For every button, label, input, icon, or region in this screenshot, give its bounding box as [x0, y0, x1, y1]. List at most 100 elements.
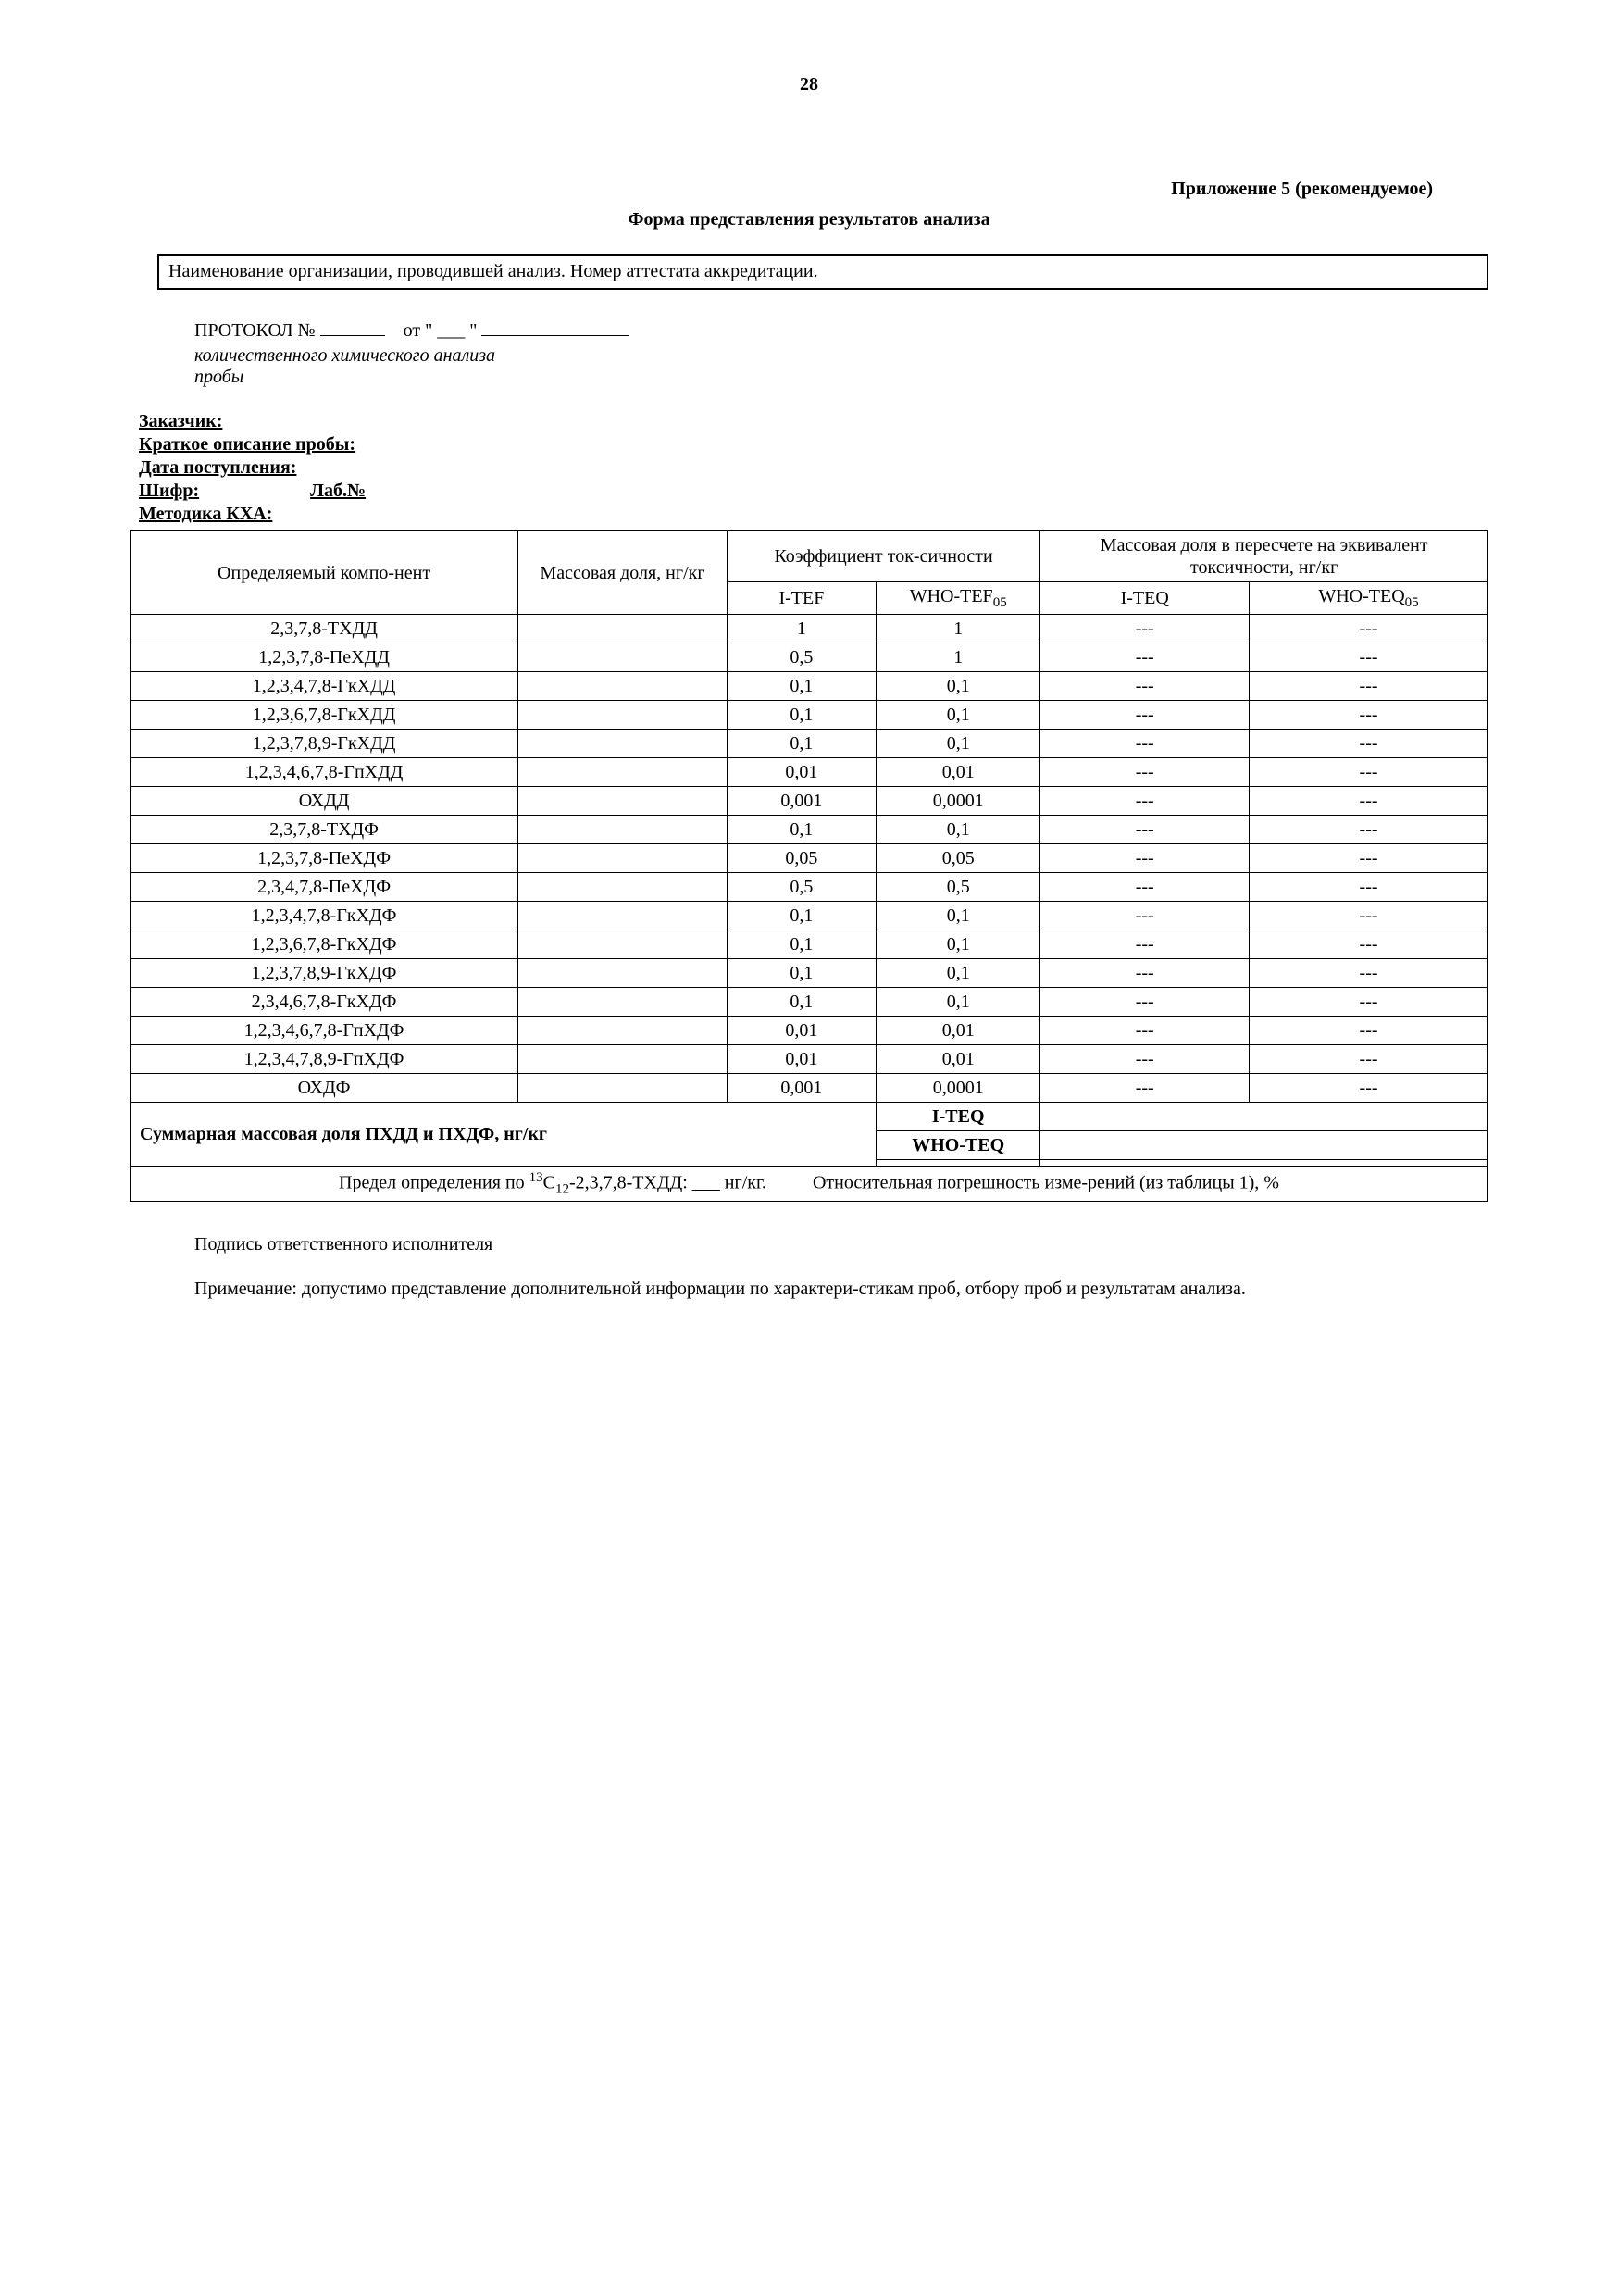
sample-line: пробы	[194, 367, 1488, 388]
summary-row-1: Суммарная массовая доля ПХДД и ПХДФ, нг/…	[131, 1103, 1488, 1131]
table-body: 2,3,7,8-ТХДД11------1,2,3,7,8-ПеХДД0,51-…	[131, 615, 1488, 1103]
sample-prefix: пробы	[194, 367, 243, 387]
cell-whoteq: ---	[1250, 730, 1488, 758]
cell-iteq: ---	[1040, 844, 1250, 873]
cell-iteq: ---	[1040, 816, 1250, 844]
cell-component: 1,2,3,4,6,7,8-ГпХДФ	[131, 1017, 518, 1045]
cell-iteq: ---	[1040, 615, 1250, 643]
table-row: 1,2,3,4,7,8-ГкХДД0,10,1------	[131, 672, 1488, 701]
cell-itef: 0,5	[727, 873, 876, 902]
cell-mass	[518, 730, 728, 758]
cell-component: 1,2,3,4,7,8-ГкХДФ	[131, 902, 518, 930]
header-equiv: Массовая доля в пересчете на эквивалент …	[1040, 531, 1488, 582]
cell-component: ОХДФ	[131, 1074, 518, 1103]
relative-error: Относительная погрешность изме-рений (из…	[813, 1173, 1279, 1193]
cell-component: 1,2,3,7,8,9-ГкХДФ	[131, 959, 518, 988]
header-row-1: Определяемый компо-нент Массовая доля, н…	[131, 531, 1488, 582]
header-component: Определяемый компо-нент	[131, 531, 518, 615]
organization-box: Наименование организации, проводившей ан…	[157, 254, 1488, 290]
table-row: 1,2,3,4,7,8,9-ГпХДФ0,010,01------	[131, 1045, 1488, 1074]
limit-sub: 12	[555, 1182, 569, 1197]
page-number: 28	[130, 74, 1488, 95]
protocol-number-blank	[320, 318, 385, 336]
cell-whoteq: ---	[1250, 959, 1488, 988]
cell-itef: 0,1	[727, 930, 876, 959]
cell-iteq: ---	[1040, 730, 1250, 758]
summary-iteq-value	[1040, 1103, 1488, 1131]
summary-whoteq-label: WHO-TEQ	[877, 1131, 1040, 1160]
cell-itef: 0,1	[727, 672, 876, 701]
cell-iteq: ---	[1040, 1045, 1250, 1074]
table-row: ОХДД0,0010,0001------	[131, 787, 1488, 816]
meta-date: Дата поступления:	[139, 457, 1488, 479]
limit-suffix: -2,3,7,8-ТХДД: ___ нг/кг.	[569, 1173, 766, 1193]
cell-itef: 0,01	[727, 1017, 876, 1045]
cell-who: 0,01	[877, 1045, 1040, 1074]
cell-whoteq: ---	[1250, 1045, 1488, 1074]
meta-cipher: Шифр:	[139, 480, 199, 502]
footer-cell: Предел определения по 13C12-2,3,7,8-ТХДД…	[131, 1167, 1488, 1202]
cell-whoteq: ---	[1250, 701, 1488, 730]
header-who-tef: WHO-TEF05	[877, 582, 1040, 615]
meta-method: Методика КХА:	[139, 504, 1488, 525]
cell-component: 1,2,3,7,8,9-ГкХДД	[131, 730, 518, 758]
header-who-tef-text: WHO-TEF	[910, 586, 993, 606]
cell-component: 2,3,4,6,7,8-ГкХДФ	[131, 988, 518, 1017]
cell-who: 0,1	[877, 672, 1040, 701]
cell-itef: 0,1	[727, 988, 876, 1017]
cell-who: 1	[877, 615, 1040, 643]
cell-who: 0,1	[877, 730, 1040, 758]
summary-iteq-label: I-TEQ	[877, 1103, 1040, 1131]
cell-who: 0,1	[877, 930, 1040, 959]
cell-iteq: ---	[1040, 930, 1250, 959]
cell-who: 0,1	[877, 701, 1040, 730]
cell-whoteq: ---	[1250, 643, 1488, 672]
cell-itef: 0,1	[727, 730, 876, 758]
protocol-from: от " ___ "	[404, 320, 478, 341]
summary-whoteq-value	[1040, 1131, 1488, 1160]
table-row: ОХДФ0,0010,0001------	[131, 1074, 1488, 1103]
cell-who: 0,1	[877, 988, 1040, 1017]
table-row: 2,3,4,7,8-ПеХДФ0,50,5------	[131, 873, 1488, 902]
cell-who: 1	[877, 643, 1040, 672]
table-row: 1,2,3,4,6,7,8-ГпХДФ0,010,01------	[131, 1017, 1488, 1045]
form-title: Форма представления результатов анализа	[130, 209, 1488, 231]
cell-iteq: ---	[1040, 902, 1250, 930]
cell-whoteq: ---	[1250, 930, 1488, 959]
cell-itef: 0,001	[727, 787, 876, 816]
cell-mass	[518, 902, 728, 930]
signature-line: Подпись ответственного исполнителя	[194, 1234, 1488, 1255]
table-row: 1,2,3,7,8-ПеХДФ0,050,05------	[131, 844, 1488, 873]
cell-itef: 1	[727, 615, 876, 643]
cell-iteq: ---	[1040, 672, 1250, 701]
cell-whoteq: ---	[1250, 902, 1488, 930]
cell-iteq: ---	[1040, 1017, 1250, 1045]
header-toxicity: Коэффициент ток-сичности	[727, 531, 1040, 582]
cell-who: 0,01	[877, 758, 1040, 787]
cell-mass	[518, 1045, 728, 1074]
cell-component: 1,2,3,6,7,8-ГкХДФ	[131, 930, 518, 959]
cell-mass	[518, 988, 728, 1017]
cell-whoteq: ---	[1250, 988, 1488, 1017]
cell-itef: 0,001	[727, 1074, 876, 1103]
table-summary-body: Суммарная массовая доля ПХДД и ПХДФ, нг/…	[131, 1103, 1488, 1202]
cell-itef: 0,5	[727, 643, 876, 672]
table-row: 1,2,3,7,8-ПеХДД0,51------	[131, 643, 1488, 672]
limit-prefix: Предел определения по	[339, 1173, 529, 1193]
cell-whoteq: ---	[1250, 1074, 1488, 1103]
cell-mass	[518, 701, 728, 730]
cell-who: 0,1	[877, 816, 1040, 844]
cell-whoteq: ---	[1250, 816, 1488, 844]
cell-whoteq: ---	[1250, 1017, 1488, 1045]
table-row: 1,2,3,4,7,8-ГкХДФ0,10,1------	[131, 902, 1488, 930]
table-row: 1,2,3,4,6,7,8-ГпХДД0,010,01------	[131, 758, 1488, 787]
cell-component: 2,3,4,7,8-ПеХДФ	[131, 873, 518, 902]
cell-itef: 0,01	[727, 1045, 876, 1074]
cell-iteq: ---	[1040, 988, 1250, 1017]
cell-who: 0,0001	[877, 1074, 1040, 1103]
meta-cipher-row: Шифр: Лаб.№	[139, 480, 1488, 504]
cell-who: 0,5	[877, 873, 1040, 902]
limit-isotope: C	[543, 1173, 555, 1193]
footer-row: Предел определения по 13C12-2,3,7,8-ТХДД…	[131, 1167, 1488, 1202]
cell-itef: 0,01	[727, 758, 876, 787]
